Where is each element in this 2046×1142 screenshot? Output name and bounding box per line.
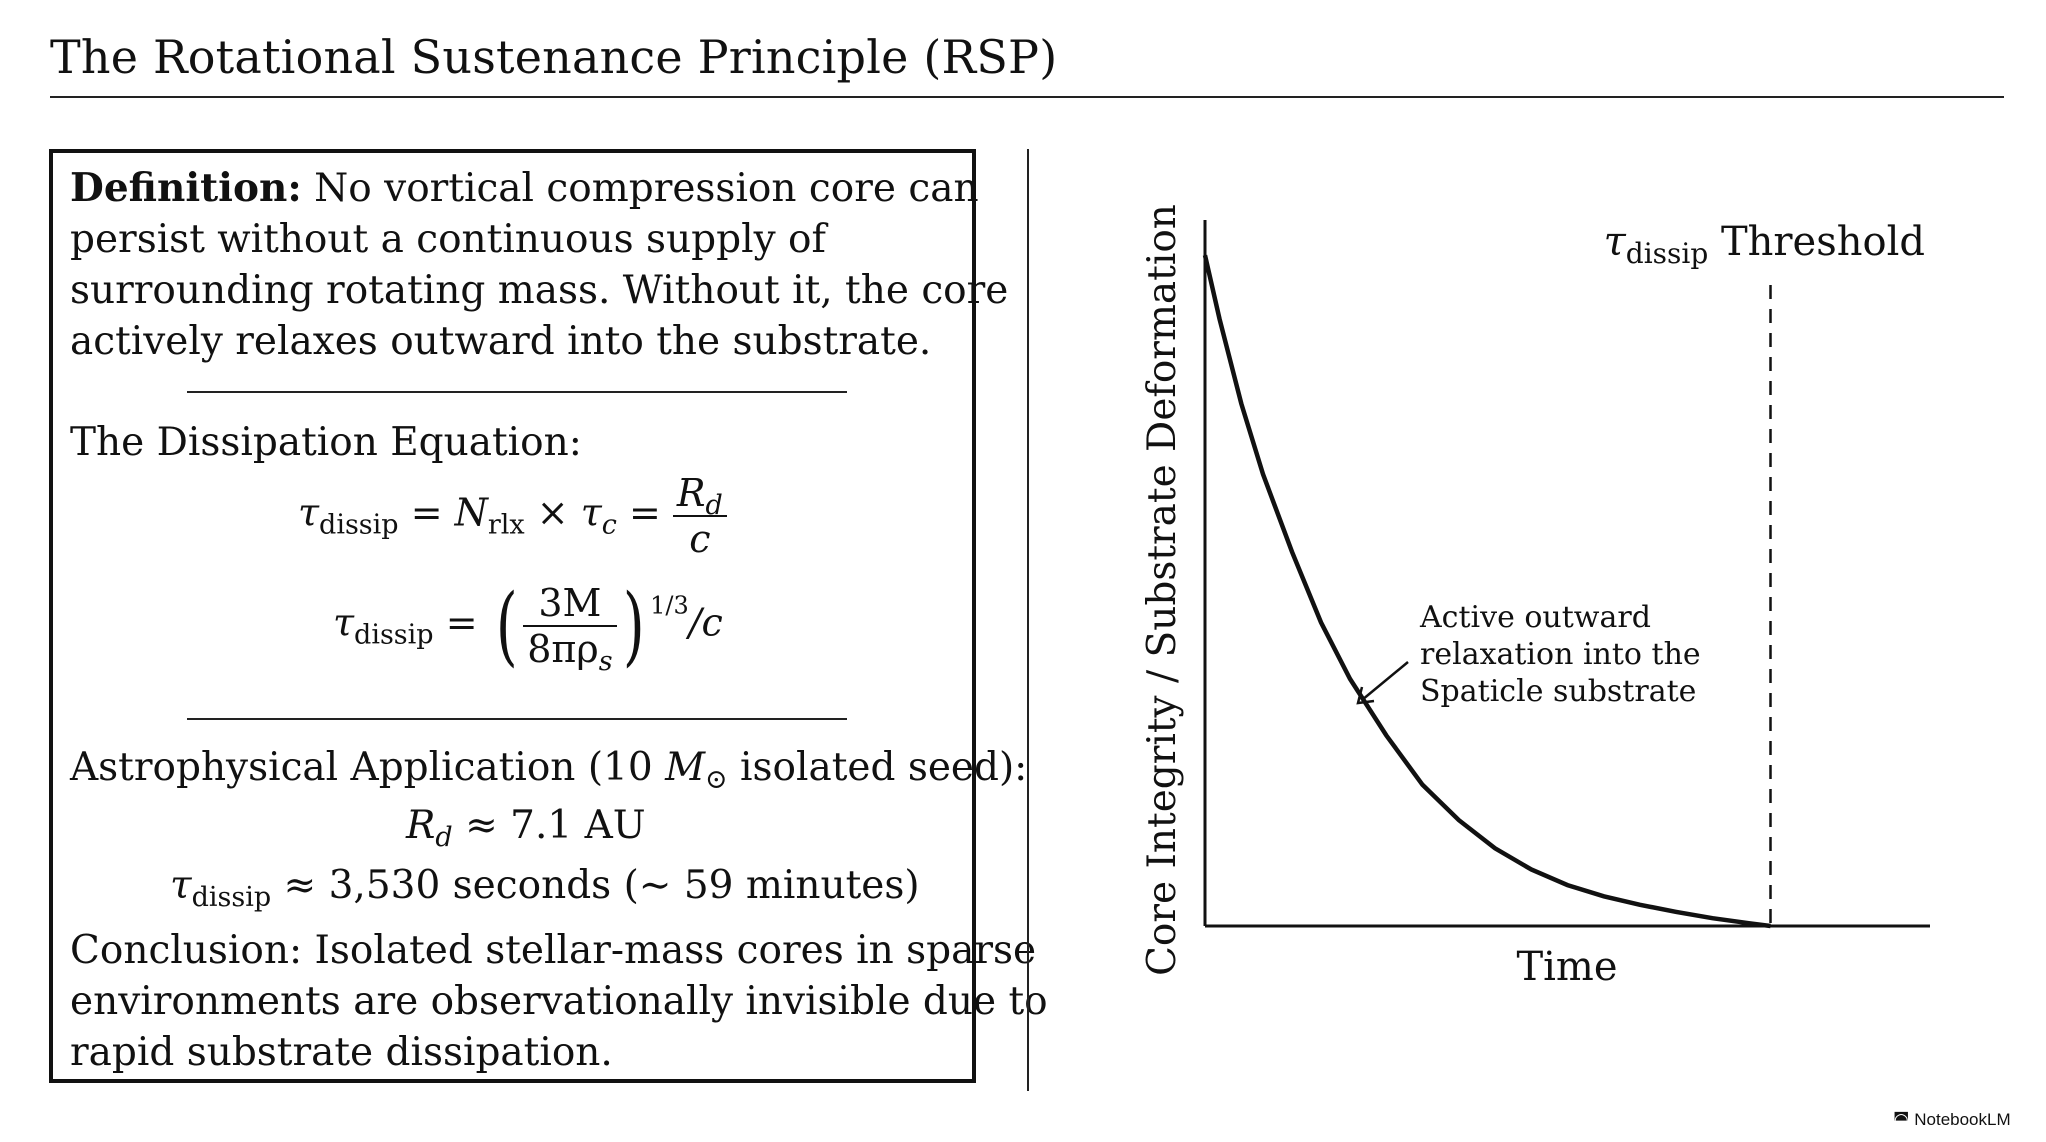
dissipation-equation-1: τdissip = Nrlx × τc = Rd c <box>298 471 727 561</box>
fraction-rd-over-c: Rd c <box>672 471 727 561</box>
definition-line-2: persist without a continuous supply of <box>70 217 826 262</box>
column-divider <box>1027 149 1029 1091</box>
definition-label: Definition: <box>70 165 302 211</box>
curve-annotation-line-2: relaxation into the <box>1420 637 1701 672</box>
definition-line-1: Definition: No vortical compression core… <box>70 165 979 211</box>
decay-curve-series <box>1202 254 1771 929</box>
y-axis-label: Core Integrity / Substrate Deformation <box>1140 204 1185 976</box>
equation-heading: The Dissipation Equation: <box>70 420 582 465</box>
x-axis-label: Time <box>1516 944 1617 990</box>
definition-panel: Definition: No vortical compression core… <box>49 149 1048 1083</box>
conclusion-line-2: environments are observationally invisib… <box>70 979 1048 1024</box>
section-divider-2 <box>187 718 847 720</box>
annotation-arrow-shaft <box>1361 661 1409 701</box>
curve-annotation: Active outward relaxation into the Spati… <box>1419 600 1710 709</box>
dissipation-time-estimate: τdissip ≈ 3,530 seconds (∼ 59 minutes) <box>170 863 920 913</box>
dissipation-equation-2: τdissip = (3M 8πρs) 1/3/c <box>333 576 723 677</box>
threshold-label: τdissip Threshold <box>1604 219 1925 270</box>
section-divider-1 <box>187 391 847 393</box>
application-heading: Astrophysical Application (10 M⊙ isolate… <box>70 745 1028 795</box>
notebooklm-logo-icon: ◚ <box>1893 1110 1910 1129</box>
title-divider <box>50 96 2004 98</box>
page-title: The Rotational Sustenance Principle (RSP… <box>50 30 1058 84</box>
curve-annotation-line-3: Spaticle substrate <box>1420 674 1696 709</box>
conclusion-line-1: Conclusion: Isolated stellar-mass cores … <box>70 928 1037 973</box>
annotation-arrow-head <box>1356 686 1375 705</box>
fraction-3m-over-8pi-rho: 3M 8πρs <box>523 581 617 675</box>
curve-annotation-line-1: Active outward <box>1419 600 1651 635</box>
definition-line-3: surrounding rotating mass. Without it, t… <box>70 268 1009 313</box>
conclusion-line-3: rapid substrate dissipation. <box>70 1030 613 1075</box>
brand-footer: ◚ NotebookLM <box>1893 1110 2011 1129</box>
definition-line-4: actively relaxes outward into the substr… <box>70 319 932 364</box>
radius-estimate: Rd ≈ 7.1 AU <box>406 803 646 853</box>
